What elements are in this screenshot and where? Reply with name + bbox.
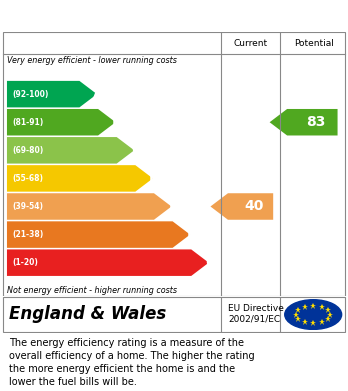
Text: G: G: [205, 256, 216, 270]
Text: C: C: [131, 143, 141, 157]
Polygon shape: [270, 109, 338, 136]
Polygon shape: [7, 137, 134, 163]
Text: (69-80): (69-80): [12, 146, 44, 155]
Text: (55-68): (55-68): [12, 174, 43, 183]
Text: Current: Current: [234, 39, 268, 48]
Text: A: A: [93, 87, 104, 101]
Text: (81-91): (81-91): [12, 118, 44, 127]
Polygon shape: [7, 109, 116, 136]
Text: Potential: Potential: [294, 39, 334, 48]
Text: Very energy efficient - lower running costs: Very energy efficient - lower running co…: [7, 56, 177, 65]
Text: (1-20): (1-20): [12, 258, 38, 267]
Text: England & Wales: England & Wales: [9, 305, 166, 323]
Text: E: E: [168, 199, 178, 213]
Text: D: D: [149, 171, 160, 185]
Text: The energy efficiency rating is a measure of the
overall efficiency of a home. T: The energy efficiency rating is a measur…: [9, 338, 254, 387]
Text: (21-38): (21-38): [12, 230, 44, 239]
Polygon shape: [7, 81, 97, 108]
Polygon shape: [7, 193, 172, 220]
Polygon shape: [7, 221, 190, 248]
Text: B: B: [112, 115, 122, 129]
Text: Not energy efficient - higher running costs: Not energy efficient - higher running co…: [7, 286, 177, 295]
Text: (39-54): (39-54): [12, 202, 43, 211]
Text: 83: 83: [306, 115, 325, 129]
Text: Energy Efficiency Rating: Energy Efficiency Rating: [9, 9, 219, 23]
Text: 40: 40: [244, 199, 264, 213]
Polygon shape: [7, 249, 209, 276]
Polygon shape: [211, 193, 273, 220]
Text: EU Directive
2002/91/EC: EU Directive 2002/91/EC: [228, 304, 284, 323]
Polygon shape: [7, 165, 153, 192]
Circle shape: [285, 300, 342, 329]
Text: (92-100): (92-100): [12, 90, 49, 99]
Text: F: F: [187, 228, 197, 242]
